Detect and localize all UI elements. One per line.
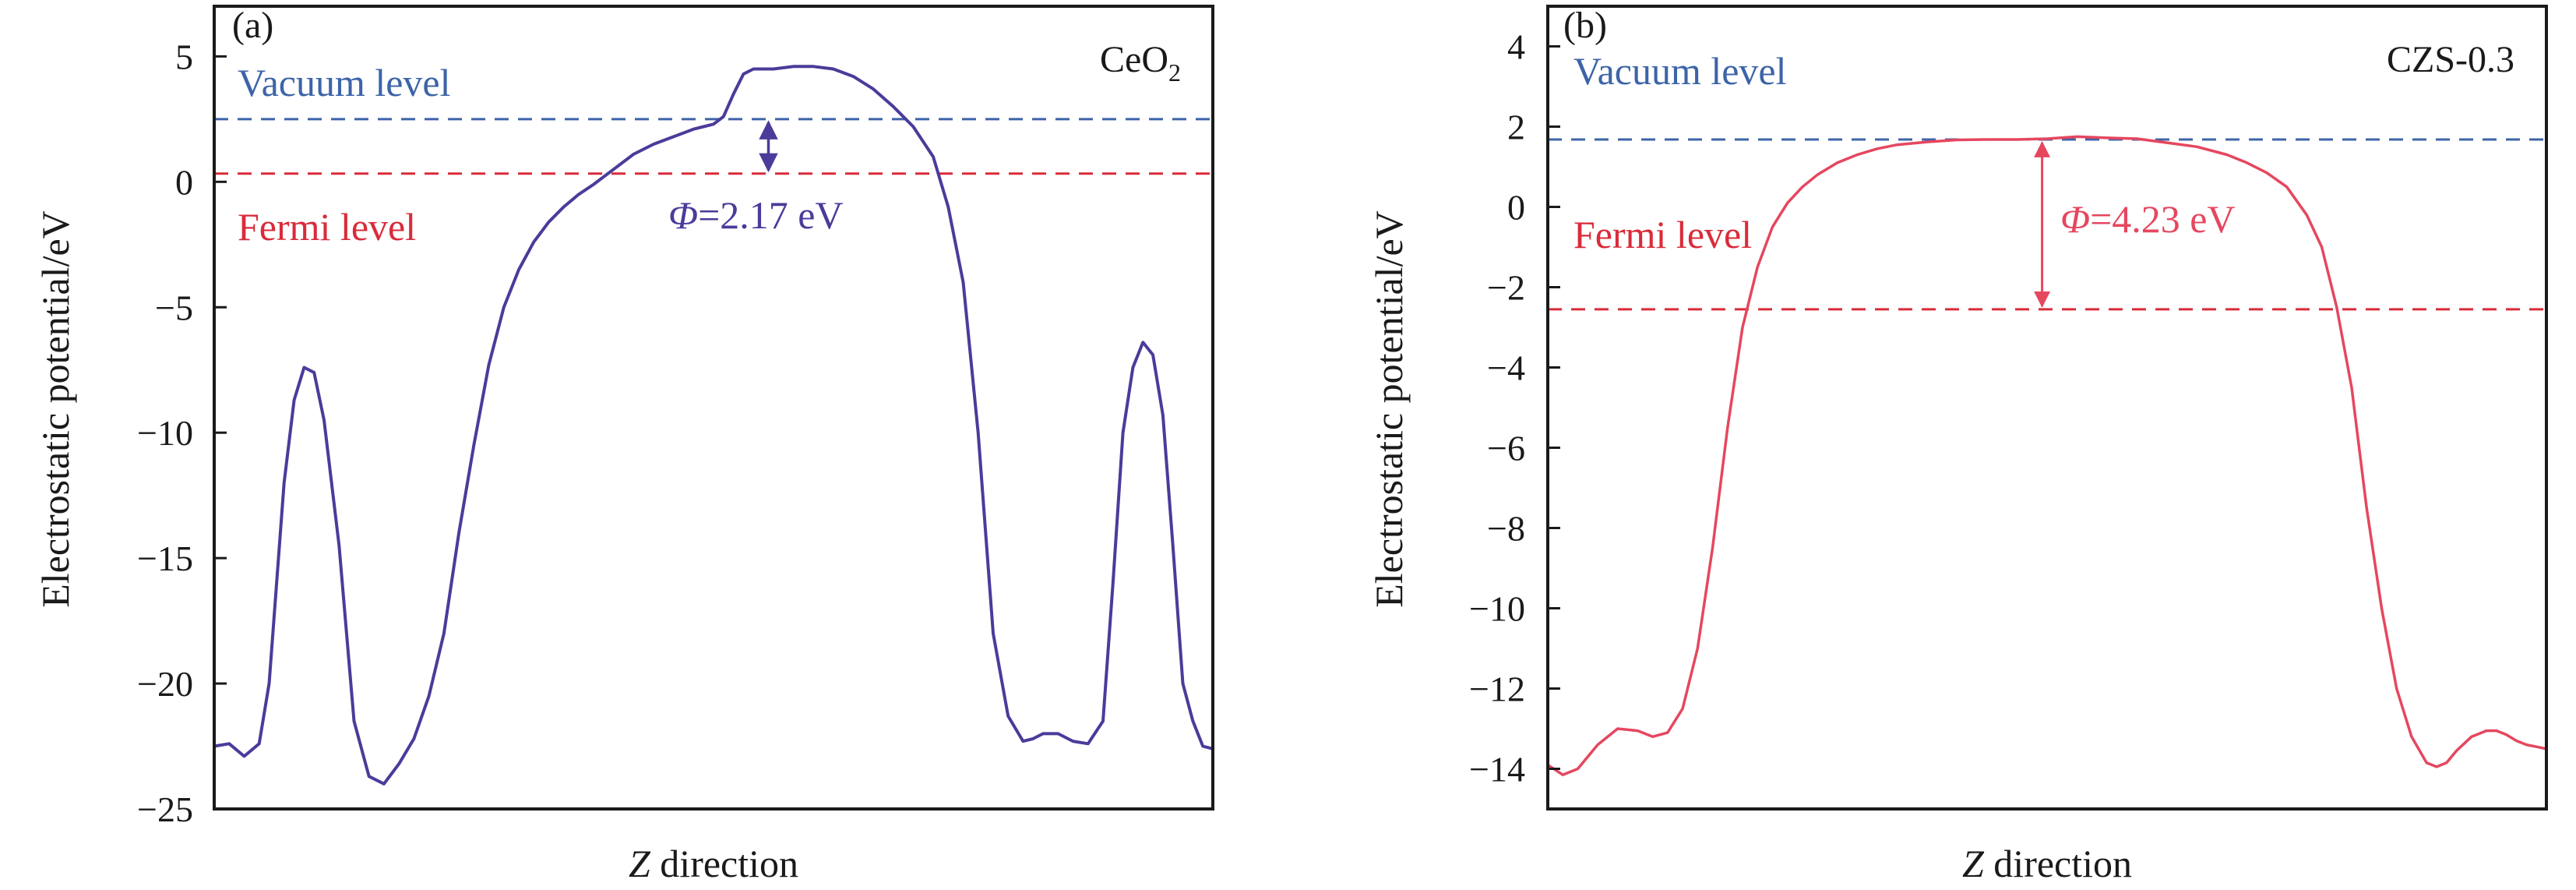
work-function-label: Φ=2.17 eV: [668, 193, 844, 237]
fermi-level-label: Fermi level: [1573, 213, 1752, 256]
y-tick-label: 2: [1507, 108, 1525, 147]
y-tick-label: −5: [155, 288, 193, 327]
plot-frame: [213, 5, 1214, 811]
y-tick-label: −20: [137, 664, 193, 704]
y-tick-label: −14: [1469, 750, 1525, 789]
y-tick-label: −10: [137, 413, 193, 453]
y-axis-label: Electrostatic potential/eV: [33, 210, 77, 608]
panel-label: (a): [232, 5, 273, 46]
x-axis-label: Z direction: [1962, 842, 2132, 885]
potential-curve: [1547, 135, 2547, 776]
y-tick-labels: 5 0 −5 −10 −15 −20 −25: [137, 37, 193, 829]
material-label: CeO2: [1100, 39, 1181, 87]
x-axis-label: Z direction: [629, 842, 798, 885]
y-tick-label: −4: [1487, 348, 1525, 388]
y-ticks: [214, 55, 227, 811]
y-ticks: [1548, 45, 1560, 770]
y-tick-labels: 4 2 0 −2 −4 −6 −8 −10 −12 −14: [1469, 27, 1525, 789]
vacuum-level-label: Vacuum level: [1573, 49, 1787, 93]
y-tick-label: 5: [175, 37, 193, 76]
y-tick-label: −8: [1487, 509, 1525, 549]
vacuum-level-label: Vacuum level: [238, 61, 451, 104]
fermi-level-label: Fermi level: [238, 205, 416, 249]
chart-panel-b: 4 2 0 −2 −4 −6 −8 −10 −12 −14 (b) CZS-0.3 Vacuum …: [1367, 5, 2548, 885]
chart-panel-a: 5 0 −5 −10 −15 −20 −25 (a) CeO2 Vacuum level F…: [33, 5, 1214, 885]
y-axis-label: Electrostatic potential/eV: [1367, 210, 1411, 608]
work-function-label: Φ=4.23 eV: [2060, 197, 2236, 241]
y-tick-label: −12: [1469, 669, 1525, 709]
panel-label: (b): [1563, 5, 1607, 46]
y-tick-label: −15: [137, 539, 193, 578]
y-tick-label: 0: [1507, 188, 1525, 228]
material-label: CZS-0.3: [2387, 39, 2514, 80]
y-tick-label: −10: [1469, 589, 1525, 629]
potential-curve: [213, 65, 1214, 786]
plot-frame: [1546, 5, 2548, 811]
y-tick-label: −25: [137, 789, 193, 829]
y-tick-label: −6: [1487, 429, 1525, 468]
y-tick-label: 4: [1507, 27, 1525, 67]
y-tick-label: 0: [175, 162, 193, 202]
y-tick-label: −2: [1487, 268, 1525, 308]
